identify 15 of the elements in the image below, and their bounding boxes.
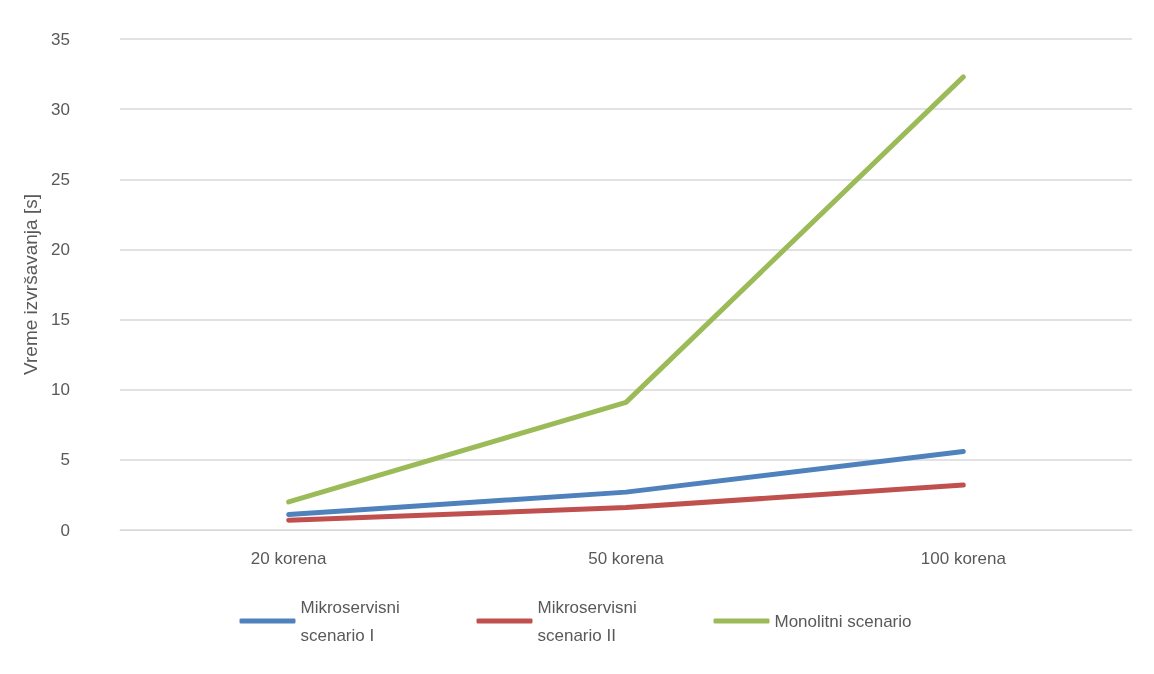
y-tick-label: 15 — [51, 310, 70, 330]
x-tick-label: 20 korena — [250, 549, 328, 568]
x-tick-label: 50 korena — [588, 549, 665, 568]
y-axis-title: Vreme izvršavanja [s] — [20, 194, 42, 375]
legend-label: Mikroservisni scenario I — [300, 597, 405, 645]
y-tick-label: 35 — [51, 29, 70, 49]
y-tick-label: 20 — [51, 239, 70, 259]
y-tick-label: 5 — [60, 450, 70, 470]
y-tick-label: 0 — [60, 520, 70, 540]
x-tick-label: 100 korena — [920, 549, 1007, 568]
legend-label: Mikroservisni scenario II — [537, 597, 642, 645]
y-tick-label: 25 — [51, 169, 70, 189]
y-tick-label: 30 — [51, 99, 70, 119]
y-tick-label: 10 — [51, 380, 70, 400]
legend-label: Monolitni scenario — [774, 611, 912, 631]
